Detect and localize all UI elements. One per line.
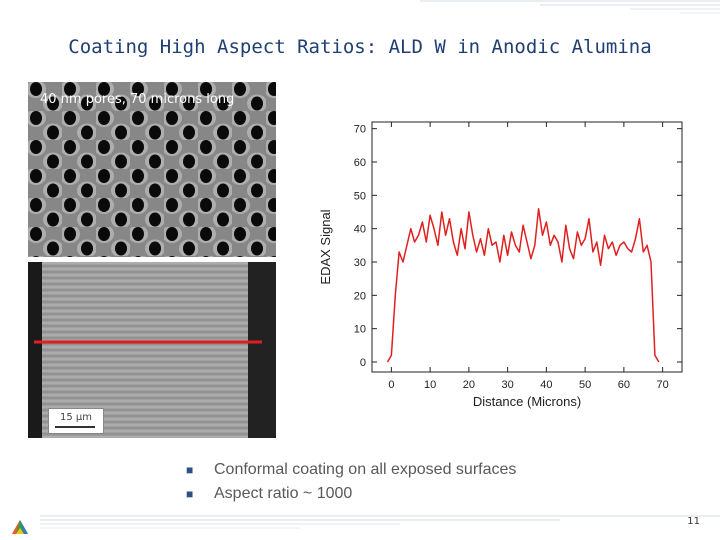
scale-bar: 15 μm [48,408,104,434]
x-tick-label: 20 [463,379,475,391]
scale-bar-label: 15 μm [59,412,92,423]
x-axis-label: Distance (Microns) [473,394,581,409]
x-tick-label: 60 [618,379,630,391]
logo-icon [12,520,28,534]
series-line [386,207,660,363]
x-tick-label: 10 [424,379,436,391]
bullet-marker-icon: ■ [186,487,194,501]
x-tick-label: 40 [540,379,552,391]
y-axis-label: EDAX Signal [320,209,333,284]
plot-frame [371,121,683,373]
scale-bar-line [55,426,95,428]
x-tick-label: 70 [657,379,669,391]
page-number: 11 [687,516,700,527]
y-tick-label: 60 [354,157,366,169]
y-tick-label: 0 [360,357,366,369]
bullet-list: ■ Conformal coating on all exposed surfac… [186,461,516,509]
y-tick-label: 40 [354,224,366,236]
x-tick-label: 0 [388,379,394,391]
x-tick-label: 30 [502,379,514,391]
list-item: ■ Conformal coating on all exposed surfac… [186,461,516,485]
y-tick-label: 70 [354,124,366,136]
y-tick-label: 20 [354,290,366,302]
footer-decoration [12,515,720,534]
slide-title: Coating High Aspect Ratios: ALD W in Ano… [68,36,652,58]
y-tick-label: 50 [354,190,366,202]
x-tick-label: 50 [579,379,591,391]
edax-line-chart: 0 10 20 30 40 50 60 70 0 10 20 30 40 50 60 70 Distance … [320,121,683,409]
header-decoration [420,0,720,14]
sem-pore-image [28,82,276,257]
list-item: ■ Aspect ratio ~ 1000 [186,485,516,509]
image-caption: 40 nm pores, 70 microns long [40,92,235,107]
scan-line [34,340,262,344]
y-tick-label: 10 [354,324,366,336]
bullet-text: Conformal coating on all exposed surface… [214,461,517,478]
bullet-marker-icon: ■ [186,463,194,477]
bullet-text: Aspect ratio ~ 1000 [214,485,353,502]
y-tick-label: 30 [354,257,366,269]
